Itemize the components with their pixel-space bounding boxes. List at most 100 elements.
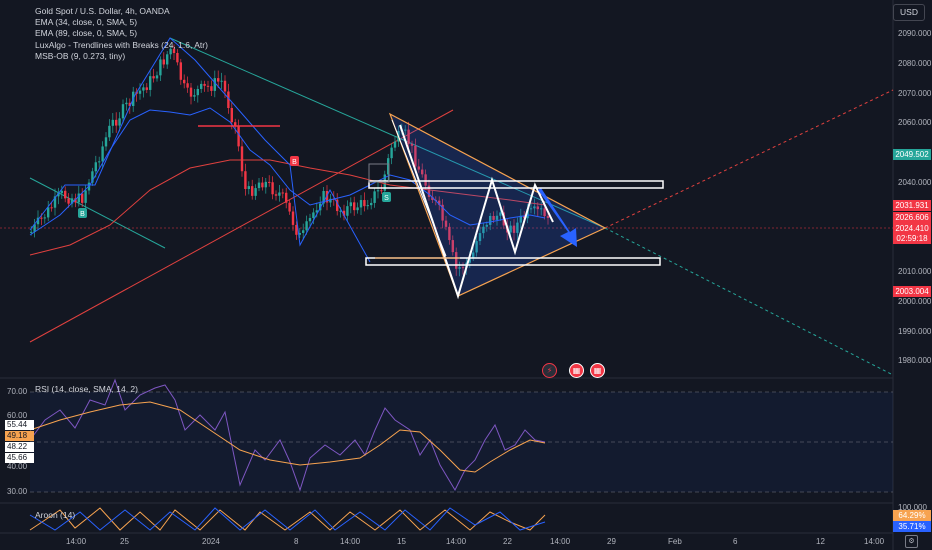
candle-body [519,215,522,223]
candle-body [91,171,94,183]
candle-body [383,174,386,191]
candle-body [404,129,407,131]
time-tick: 2024 [202,537,220,546]
candle-body [281,192,284,194]
candle-body [268,181,271,183]
candle-body [111,119,114,126]
time-tick: 12 [816,537,825,546]
candle-body [94,162,97,172]
candle-body [166,54,169,65]
time-tick: 14:00 [446,537,467,546]
candle-body [285,192,288,203]
candle-body [523,215,526,219]
us-flag-icon[interactable]: ▦ [590,363,605,378]
candle-body [36,217,40,225]
price-tick: 2060.000 [898,118,932,127]
down-arrow [538,188,577,247]
candle-body [329,198,332,203]
price-tag-high: 2031.931 [893,200,931,211]
candle-body [247,186,250,190]
candle-body [346,206,349,216]
indicator-msb-ob[interactable]: MSB-OB (9, 0.273, tiny) [35,51,126,61]
price-tick: 2040.000 [898,178,932,187]
candle-body [359,200,363,208]
rsi-tick: 70.00 [7,387,28,396]
candle-body [516,222,519,233]
time-tick: 14:00 [66,537,87,546]
countdown-timer: 02:59:18 [893,233,931,244]
candle-body [84,190,87,203]
price-tick: 1980.000 [898,356,932,365]
rsi-ma-line [29,401,546,473]
candle-body [77,193,80,203]
price-tick: 2080.000 [898,59,932,68]
candle-body [50,207,53,209]
price-tag-ema: 2049.502 [893,149,931,160]
candle-body [67,198,70,204]
candle-body [339,210,342,212]
candle-body [234,122,237,126]
candle-body [417,166,420,170]
us-flag-icon[interactable]: ▦ [569,363,584,378]
lightning-icon[interactable]: ⚡ [542,363,557,378]
currency-button[interactable]: USD [893,4,925,21]
candle-body [223,80,227,92]
candle-body [325,191,329,203]
candle-body [118,118,121,126]
time-tick: 14:00 [340,537,361,546]
candle-body [458,267,461,269]
candle-body [47,207,50,218]
indicator-ema89[interactable]: EMA (89, close, 0, SMA, 5) [35,28,138,38]
candle-body [468,257,471,263]
time-tick: 15 [397,537,406,546]
candle-body [206,85,210,87]
candle-body [74,198,77,203]
time-tick: 6 [733,537,738,546]
candle-body [322,191,325,204]
time-tick: 29 [607,537,616,546]
candle-body [540,208,543,210]
candle-body [499,212,502,216]
time-tick: 8 [294,537,299,546]
indicator-luxalgo[interactable]: LuxAlgo - Trendlines with Breaks (24, 1.… [35,40,208,50]
break-label: B [292,159,297,166]
candle-body [230,108,233,123]
candle-body [376,190,380,192]
candle-body [526,209,529,219]
candle-body [244,171,247,190]
candle-body [261,182,264,188]
candle-body [149,76,152,90]
rsi-title[interactable]: RSI (14, close, SMA, 14, 2) [35,384,138,394]
candle-body [414,145,417,167]
candle-body [176,52,179,63]
candle-body [179,62,182,80]
candle-body [138,90,142,94]
indicator-ema34[interactable]: EMA (34, close, 0, SMA, 5) [35,17,138,27]
candle-body [478,233,482,242]
candle-body [155,75,159,79]
candle-body [421,169,424,175]
candle-body [438,200,441,205]
candle-body [240,146,244,172]
rsi-tag: 45.66 [5,453,34,463]
candle-body [33,224,36,232]
teal-trendline-projection [604,227,894,376]
rsi-tick: 30.00 [7,487,28,496]
candle-body [407,129,410,144]
candle-body [251,186,254,196]
candle-body [159,59,162,76]
candle-body [509,225,512,233]
candle-body [536,206,539,210]
candle-body [43,217,46,219]
candle-body [298,232,301,235]
candle-body [186,83,189,88]
candle-body [489,215,492,225]
candle-body [431,196,434,200]
aroon-title[interactable]: Aroon (14) [35,510,76,520]
candle-body [213,78,216,91]
candle-body [353,202,356,211]
settings-icon[interactable]: ⚙ [905,535,918,548]
candle-body [172,48,176,53]
candle-body [193,95,196,97]
